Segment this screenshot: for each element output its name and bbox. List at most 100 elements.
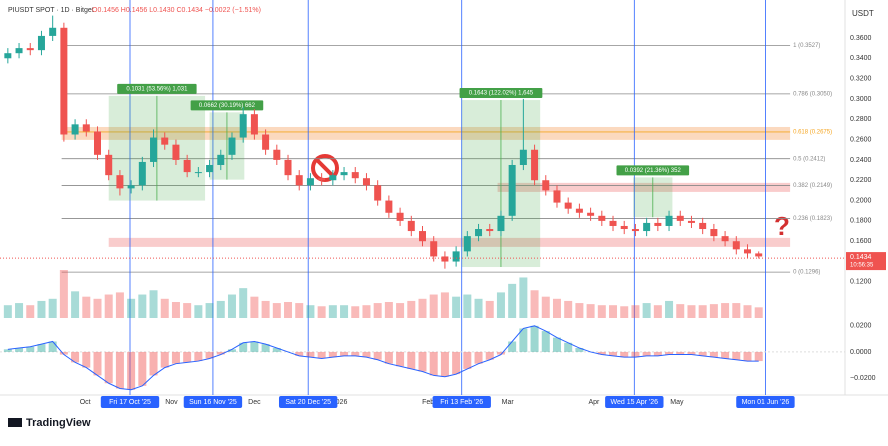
volume-bar: [642, 303, 651, 318]
volume-bar: [71, 291, 80, 318]
macd-hist: [171, 351, 180, 364]
y-tick-label: 0.3000: [850, 96, 872, 103]
macd-hist: [216, 351, 225, 355]
macd-hist: [485, 351, 494, 360]
volume-bar: [250, 296, 259, 318]
volume-bar: [384, 302, 393, 318]
marker-label: Fri 13 Feb '26: [440, 399, 483, 406]
macd-line: [7, 325, 759, 391]
macd-hist: [104, 351, 113, 384]
volume-bar: [82, 296, 91, 318]
candle-body: [676, 215, 684, 221]
macd-hist: [362, 351, 371, 358]
candle-body: [396, 212, 404, 221]
candle-body: [15, 48, 23, 54]
y-tick-label: 0.3200: [850, 75, 872, 82]
candle-body: [598, 215, 606, 221]
zone: [108, 237, 791, 247]
last-price-time: 10:56:35: [850, 263, 874, 269]
candle-body: [362, 178, 370, 186]
marker-label-bg: [183, 396, 243, 408]
candle-body: [475, 229, 483, 237]
marker-label-bg: [736, 396, 795, 408]
macd-hist: [227, 349, 236, 352]
volume-bar: [732, 303, 741, 318]
candle-body: [620, 225, 628, 230]
macd-hist: [530, 325, 539, 352]
candle-body: [575, 208, 583, 213]
macd-hist: [351, 351, 360, 356]
candle-body: [217, 154, 225, 165]
volume-bar: [48, 298, 57, 318]
candle-body: [49, 27, 57, 36]
candle-body: [542, 180, 550, 191]
macd-hist: [440, 351, 449, 377]
macd-hist: [160, 351, 169, 368]
candle-body: [531, 149, 539, 181]
marker-label: Mon 01 Jun '26: [742, 399, 790, 406]
volume-bar: [743, 305, 752, 318]
candle-body: [519, 149, 527, 165]
marker-label: Sun 16 Nov '25: [189, 399, 237, 406]
macd-hist: [754, 351, 763, 362]
candle-body: [654, 222, 662, 226]
fib-label: 0.382 (0.2149): [793, 183, 832, 189]
y-tick-label: 0.2600: [850, 136, 872, 143]
marker-label-bg: [278, 396, 338, 408]
candle-body: [4, 53, 12, 59]
fib-label: 1 (0.3527): [793, 43, 820, 49]
volume-bar: [227, 294, 236, 318]
candle-body: [172, 144, 180, 160]
macd-hist: [261, 344, 270, 352]
macd-hist: [205, 351, 214, 359]
candle-body: [329, 175, 337, 181]
last-price-tag: [846, 252, 886, 271]
marker-label-bg: [605, 396, 664, 408]
macd-hist: [306, 351, 315, 358]
volume-bar: [261, 300, 270, 318]
macd-hist: [552, 337, 561, 352]
measure-label-bg: [616, 165, 690, 176]
volume-bar: [3, 305, 12, 318]
measure-label: 0.0662 (30.19%) 662: [199, 103, 256, 109]
macd-hist: [642, 351, 651, 356]
macd-hist: [149, 351, 158, 376]
ohlc-readout: O0.1456 H0.1456 L0.1430 C0.1434 −0.0022 …: [92, 7, 261, 14]
macd-hist: [676, 351, 685, 355]
candle-body: [687, 220, 695, 223]
macd-hist: [609, 351, 618, 356]
volume-bar: [216, 300, 225, 318]
macd-tick-label: 0.0000: [850, 349, 872, 356]
volume-bar: [362, 305, 371, 318]
x-tick-label: Oct: [80, 399, 91, 406]
volume-bar: [721, 303, 730, 318]
candle-body: [239, 114, 247, 138]
macd-hist: [340, 351, 349, 356]
macd-hist: [743, 351, 752, 362]
macd-hist: [463, 351, 472, 369]
macd-hist: [250, 341, 259, 352]
volume-bar: [665, 300, 674, 318]
candle-body: [116, 175, 124, 189]
currency-label: USDT: [852, 9, 874, 18]
volume-bar: [530, 290, 539, 318]
fib-label: 0.786 (0.3050): [793, 91, 832, 97]
symbol-title: PIUSDT SPOT · 1D · Bitget: [8, 7, 94, 14]
macd-hist: [474, 351, 483, 364]
macd-hist: [418, 351, 427, 372]
candle-body: [273, 149, 281, 160]
candle-body: [105, 154, 113, 176]
marker-label-bg: [100, 396, 160, 408]
candle-body: [665, 215, 673, 226]
volume-bar: [519, 277, 528, 318]
y-tick-label: 0.1800: [850, 218, 872, 225]
candle-body: [161, 137, 169, 145]
candle-body: [206, 164, 214, 173]
volume-bar: [508, 283, 517, 318]
macd-hist: [183, 351, 192, 363]
candle-body: [587, 212, 595, 216]
macd-hist: [732, 351, 741, 360]
volume-bar: [631, 305, 640, 318]
measure-label-bg: [190, 100, 264, 111]
